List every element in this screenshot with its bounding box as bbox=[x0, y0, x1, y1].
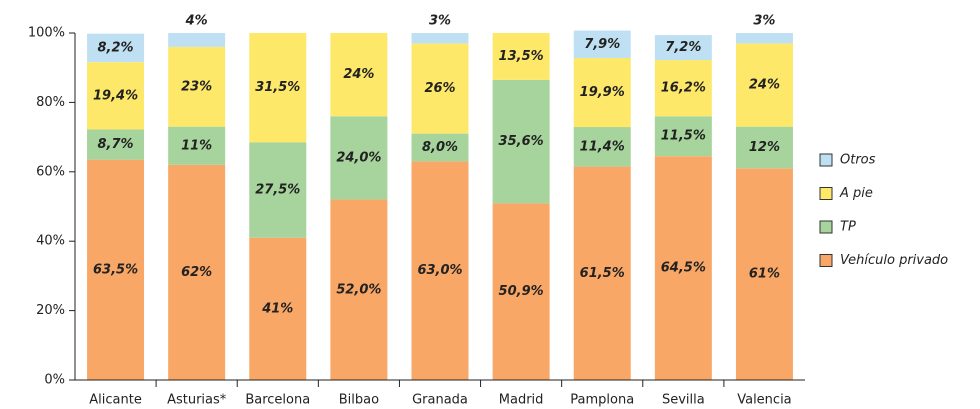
value-label: 63,5% bbox=[93, 262, 138, 277]
bar-segment bbox=[168, 33, 226, 47]
bar-segment bbox=[573, 127, 631, 167]
value-label: 31,5% bbox=[255, 80, 300, 95]
bar-segment bbox=[330, 33, 388, 117]
value-label: 61,5% bbox=[580, 266, 625, 281]
bar-segment bbox=[573, 30, 631, 58]
x-tick-label: Sevilla bbox=[662, 393, 705, 408]
value-label: 12% bbox=[749, 140, 780, 155]
bar-segment bbox=[735, 43, 793, 127]
bar-segment bbox=[411, 133, 469, 162]
value-label: 24% bbox=[343, 67, 374, 82]
value-label: 7,9% bbox=[584, 37, 620, 52]
value-label: 64,5% bbox=[661, 261, 706, 276]
value-label: 11,4% bbox=[580, 139, 625, 154]
x-tick-label: Alicante bbox=[89, 393, 142, 408]
bar-segment bbox=[411, 161, 469, 380]
bar-segment bbox=[654, 156, 712, 380]
x-tick-label: Valencia bbox=[737, 393, 791, 408]
legend-swatch bbox=[819, 187, 833, 200]
value-label: 24% bbox=[749, 78, 780, 93]
x-tick-label: Asturias* bbox=[167, 393, 227, 408]
value-label: 3% bbox=[753, 14, 775, 29]
value-label: 26% bbox=[424, 81, 455, 96]
value-label: 19,9% bbox=[580, 85, 625, 100]
value-label: 19,4% bbox=[93, 88, 138, 103]
value-label: 52,0% bbox=[336, 282, 381, 297]
value-label: 24,0% bbox=[336, 150, 381, 165]
x-tick-label: Granada bbox=[412, 393, 468, 408]
bar-segment bbox=[249, 33, 307, 143]
bar-segment bbox=[87, 62, 145, 130]
value-label: 61% bbox=[749, 267, 780, 282]
legend-label: A pie bbox=[839, 186, 873, 201]
value-label: 11% bbox=[181, 138, 212, 153]
bar-segment bbox=[330, 116, 388, 200]
y-tick-label: 80% bbox=[36, 95, 65, 110]
bar-segment bbox=[735, 33, 793, 44]
bar-segment bbox=[168, 46, 226, 127]
y-tick-label: 0% bbox=[44, 373, 65, 388]
bar-segment bbox=[168, 164, 226, 380]
bar-segment bbox=[87, 33, 145, 63]
bar-segment bbox=[492, 79, 550, 204]
bar-segment bbox=[735, 168, 793, 380]
y-tick-label: 40% bbox=[36, 234, 65, 249]
value-label: 62% bbox=[181, 265, 212, 280]
bar-segment bbox=[654, 116, 712, 157]
value-label: 4% bbox=[185, 14, 208, 29]
x-tick-label: Madrid bbox=[499, 393, 544, 408]
legend-swatch bbox=[819, 220, 833, 234]
legend-label: Otros bbox=[840, 153, 876, 168]
x-tick-label: Pamplona bbox=[570, 393, 634, 408]
bar-segment bbox=[87, 129, 145, 160]
bar-segment bbox=[249, 142, 307, 238]
value-label: 3% bbox=[429, 14, 451, 29]
value-label: 8,0% bbox=[422, 140, 458, 155]
y-tick-label: 20% bbox=[36, 303, 65, 318]
bar-segment bbox=[87, 159, 145, 380]
value-label: 27,5% bbox=[255, 183, 300, 198]
x-tick-label: Barcelona bbox=[245, 393, 310, 408]
bar-segment bbox=[249, 237, 307, 380]
y-tick-label: 100% bbox=[28, 26, 65, 41]
legend-label: TP bbox=[840, 220, 856, 235]
legend-label: Vehículo privado bbox=[840, 253, 948, 268]
bar-segment bbox=[492, 203, 550, 380]
value-label: 23% bbox=[181, 79, 212, 94]
value-label: 35,6% bbox=[499, 134, 544, 149]
bar-segment bbox=[735, 126, 793, 169]
value-label: 41% bbox=[261, 301, 293, 316]
x-tick-label: Bilbao bbox=[339, 393, 379, 408]
legend-swatch bbox=[819, 254, 833, 267]
bar-segment bbox=[411, 43, 469, 134]
bar-segment bbox=[573, 57, 631, 128]
bar-segment bbox=[168, 126, 226, 165]
value-label: 7,2% bbox=[665, 40, 701, 55]
bar-segment bbox=[573, 166, 631, 380]
bar-segment bbox=[654, 35, 712, 61]
bar-segment bbox=[330, 199, 388, 380]
bar-segment bbox=[411, 33, 469, 44]
value-label: 13,5% bbox=[499, 49, 544, 64]
y-tick-label: 60% bbox=[36, 164, 65, 179]
bar-segment bbox=[654, 60, 712, 117]
value-label: 50,9% bbox=[499, 284, 544, 299]
value-label: 8,7% bbox=[98, 137, 134, 152]
legend-swatch bbox=[819, 153, 833, 167]
value-label: 8,2% bbox=[98, 40, 134, 55]
value-label: 16,2% bbox=[661, 81, 706, 96]
value-label: 11,5% bbox=[661, 129, 706, 144]
value-label: 63,0% bbox=[417, 263, 462, 278]
bar-segment bbox=[492, 33, 550, 80]
